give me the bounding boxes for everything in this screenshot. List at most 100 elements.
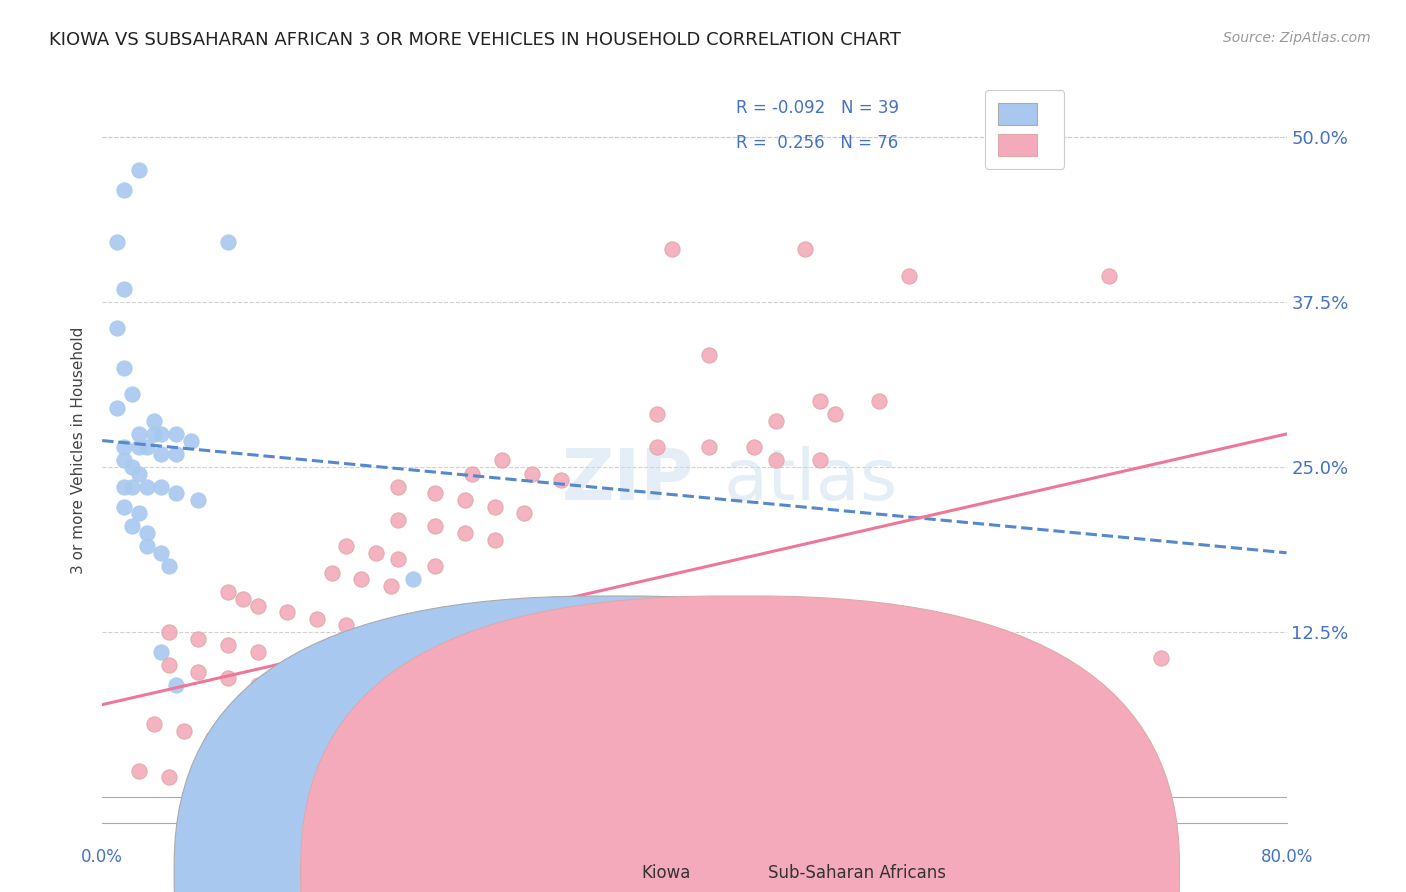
Point xyxy=(157,625,180,640)
Point xyxy=(150,645,173,659)
Point xyxy=(180,434,202,448)
Point xyxy=(246,645,269,659)
Point xyxy=(697,348,720,362)
Point xyxy=(387,552,409,566)
Point xyxy=(165,486,187,500)
Point xyxy=(631,612,654,626)
Point xyxy=(217,235,239,250)
Point xyxy=(690,711,713,725)
Point xyxy=(808,393,831,408)
Point xyxy=(105,321,128,335)
Point xyxy=(121,519,143,533)
Point xyxy=(661,242,683,256)
Point xyxy=(491,453,513,467)
Point xyxy=(425,559,447,574)
Point xyxy=(165,447,187,461)
Point xyxy=(395,704,418,718)
Point xyxy=(550,473,572,487)
Text: R = -0.092   N = 39: R = -0.092 N = 39 xyxy=(735,98,898,117)
Point xyxy=(121,460,143,475)
Point xyxy=(128,162,150,177)
Point xyxy=(150,546,173,560)
Point xyxy=(143,717,166,731)
Point xyxy=(217,638,239,652)
Point xyxy=(647,407,669,421)
Point xyxy=(543,704,565,718)
Point xyxy=(121,387,143,401)
Point xyxy=(898,739,921,754)
Point xyxy=(217,777,239,791)
Point xyxy=(387,480,409,494)
Point xyxy=(808,453,831,467)
Legend: , : , xyxy=(986,90,1064,169)
Point xyxy=(246,678,269,692)
Point xyxy=(898,268,921,283)
Point xyxy=(335,539,357,553)
Point xyxy=(425,519,447,533)
Point xyxy=(402,572,425,586)
Point xyxy=(454,526,477,541)
Text: KIOWA VS SUBSAHARAN AFRICAN 3 OR MORE VEHICLES IN HOUSEHOLD CORRELATION CHART: KIOWA VS SUBSAHARAN AFRICAN 3 OR MORE VE… xyxy=(49,31,901,49)
Point xyxy=(187,632,209,646)
Point xyxy=(869,393,891,408)
Point xyxy=(135,480,157,494)
Point xyxy=(112,480,135,494)
Point xyxy=(838,737,860,751)
Point xyxy=(335,618,357,632)
Point xyxy=(602,698,624,712)
Point xyxy=(1098,268,1121,283)
Point xyxy=(121,480,143,494)
Text: Kiowa: Kiowa xyxy=(641,864,690,882)
Point xyxy=(380,579,402,593)
Point xyxy=(364,546,387,560)
Point xyxy=(187,777,209,791)
Y-axis label: 3 or more Vehicles in Household: 3 or more Vehicles in Household xyxy=(72,326,86,574)
Text: 0.0%: 0.0% xyxy=(82,848,124,866)
Point xyxy=(187,493,209,508)
Text: 80.0%: 80.0% xyxy=(1260,848,1313,866)
Point xyxy=(1001,123,1024,137)
Point xyxy=(150,426,173,441)
Point xyxy=(135,440,157,454)
Point xyxy=(128,426,150,441)
Point xyxy=(217,671,239,685)
Point xyxy=(217,585,239,599)
Point xyxy=(157,559,180,574)
Point xyxy=(461,467,484,481)
Point xyxy=(150,447,173,461)
Point xyxy=(112,453,135,467)
Point xyxy=(454,493,477,508)
Point xyxy=(157,658,180,673)
Point xyxy=(143,414,166,428)
Point xyxy=(135,539,157,553)
Point xyxy=(246,770,269,784)
Point xyxy=(765,414,787,428)
Point xyxy=(484,500,506,514)
Point xyxy=(661,658,683,673)
Text: ZIP: ZIP xyxy=(562,446,695,515)
Point xyxy=(128,467,150,481)
Point xyxy=(135,526,157,541)
Point xyxy=(928,658,950,673)
Point xyxy=(697,440,720,454)
Point xyxy=(105,235,128,250)
Point xyxy=(779,717,801,731)
Point xyxy=(779,764,801,778)
Point xyxy=(150,480,173,494)
Point xyxy=(602,612,624,626)
Point xyxy=(661,704,683,718)
Point xyxy=(364,698,387,712)
Point xyxy=(202,731,225,745)
Point xyxy=(305,612,328,626)
Point xyxy=(128,764,150,778)
Point xyxy=(128,440,150,454)
Point xyxy=(112,282,135,296)
Point xyxy=(173,724,195,739)
Point xyxy=(143,426,166,441)
Point xyxy=(112,183,135,197)
Point xyxy=(276,605,298,619)
Point xyxy=(187,665,209,679)
Text: Sub-Saharan Africans: Sub-Saharan Africans xyxy=(768,864,945,882)
Point xyxy=(1150,651,1173,665)
Point xyxy=(335,691,357,706)
